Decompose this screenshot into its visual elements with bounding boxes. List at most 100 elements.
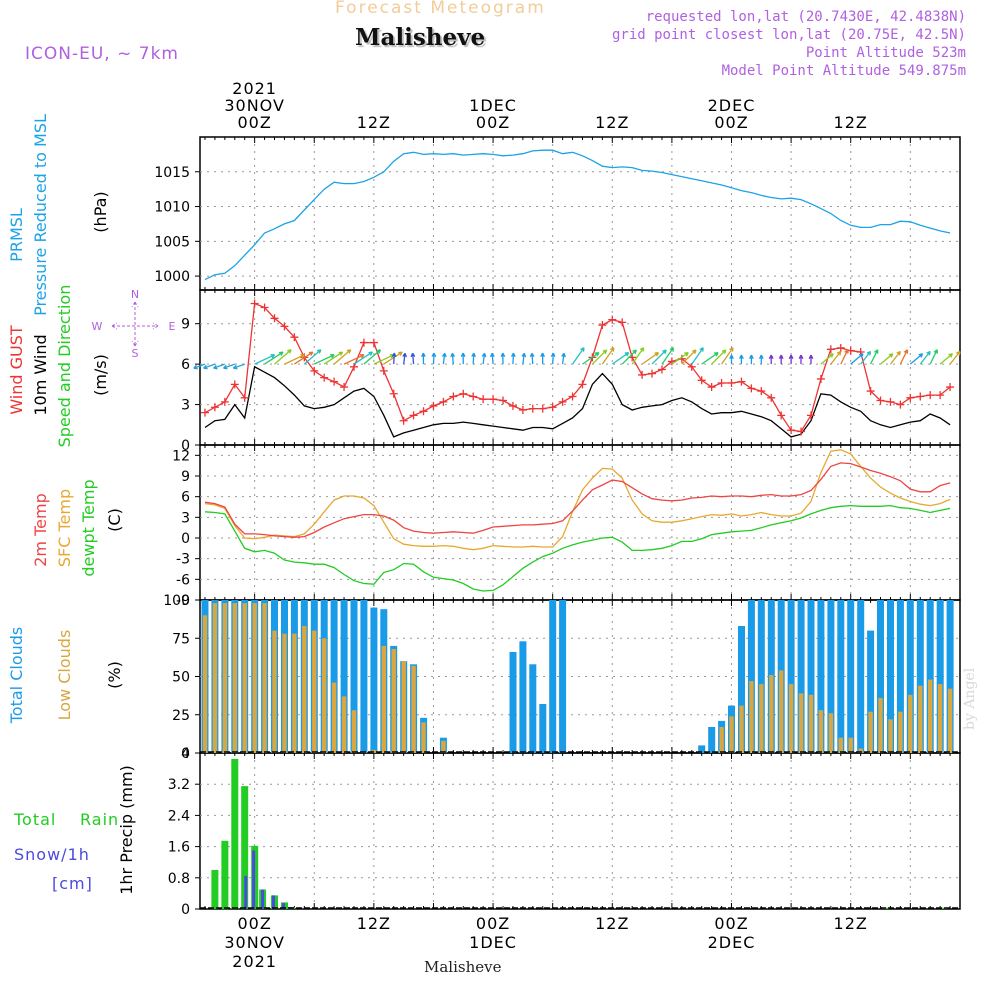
gust-marker: [797, 427, 806, 436]
total-cloud-bar: [549, 600, 557, 753]
wind-direction-arrow: [232, 363, 245, 370]
wind-gust-line: [204, 302, 951, 433]
bottom-time-label: 30NOV: [224, 933, 285, 952]
gust-marker: [638, 370, 647, 379]
low-cloud-bar: [838, 737, 843, 753]
snow-bar: [261, 889, 265, 909]
wind-direction-arrow: [489, 352, 495, 365]
panel-frame-4: [199, 752, 961, 910]
footer-place: Malisheve: [424, 958, 502, 976]
gust-marker: [757, 387, 766, 396]
total-cloud-bar: [877, 600, 884, 753]
compass-s: S: [132, 347, 139, 360]
gust-marker: [717, 379, 726, 387]
precip-ylabel: 1hr Precip (mm): [117, 765, 136, 895]
wind-unit: (m/s): [91, 354, 110, 396]
temp-2m-line: [204, 462, 951, 538]
y-tick-label: 6: [181, 490, 190, 506]
wind-direction-arrow: [830, 350, 842, 365]
total-cloud-bar: [797, 600, 805, 753]
wind-direction-arrow: [919, 350, 931, 365]
pressure-label-1: PRMSL: [7, 208, 26, 262]
gust-marker: [657, 365, 666, 374]
y-tick-label: 1000: [154, 269, 190, 285]
total-rain-label-1: Total: [13, 810, 56, 829]
wind-direction-arrow: [323, 351, 344, 365]
wind-direction-arrow: [510, 352, 516, 365]
wind-direction-arrow: [808, 354, 814, 365]
wind-direction-arrow: [729, 354, 734, 365]
gust-marker: [826, 345, 835, 354]
gust-marker: [518, 405, 527, 414]
gust-marker: [399, 416, 408, 425]
y-tick-label: 6: [181, 357, 190, 373]
wind-direction-arrow: [778, 354, 784, 365]
requested-coords: requested lon,lat (20.7430E, 42.4838N): [645, 9, 966, 25]
total-cloud-bar: [747, 600, 755, 753]
y-tick-label: 2.4: [168, 808, 190, 824]
y-tick-label: 3: [181, 398, 190, 414]
wind-direction-arrow: [909, 353, 924, 365]
gust-marker: [260, 303, 269, 312]
gust-marker: [608, 315, 617, 324]
gust-marker: [409, 411, 418, 420]
gust-marker: [340, 383, 349, 392]
top-time-label: 1DEC: [469, 96, 517, 115]
gust-marker: [200, 408, 209, 417]
wind-direction-arrow: [402, 352, 408, 365]
low-cloud-bar: [242, 603, 247, 753]
low-cloud-bar: [749, 681, 754, 753]
wind-direction-arrow: [313, 354, 335, 365]
total-cloud-bar: [360, 600, 368, 753]
total-cloud-bar: [867, 630, 875, 753]
wind-direction-arrow: [274, 349, 292, 365]
wind-direction-arrow: [254, 354, 276, 365]
gust-marker: [499, 396, 508, 405]
gust-marker: [787, 426, 796, 435]
rain-bar: [231, 758, 239, 909]
gust-marker: [876, 396, 885, 405]
wind-direction-arrow: [343, 354, 365, 365]
gust-marker: [538, 404, 547, 413]
sfc-temp-label: SFC Temp: [55, 489, 74, 567]
wind-direction-arrow: [788, 354, 794, 365]
wind-direction-arrow: [203, 363, 216, 370]
place-title: Malisheve: [355, 24, 486, 51]
snow-bar: [244, 875, 248, 909]
total-cloud-bar: [887, 600, 894, 753]
wind-direction-arrow: [450, 352, 456, 365]
gust-marker: [210, 403, 219, 412]
wind-direction-arrow: [758, 354, 764, 365]
gust-marker: [926, 391, 935, 400]
low-cloud-bar: [391, 649, 396, 753]
gust-marker: [389, 389, 398, 398]
wind-direction-arrow: [363, 349, 382, 365]
wind-direction-arrow: [383, 351, 403, 365]
wind-direction-arrow: [294, 351, 314, 365]
low-cloud-bar: [232, 603, 237, 753]
low-cloud-bar: [818, 710, 824, 753]
gust-marker: [359, 338, 368, 347]
gust-marker: [489, 395, 498, 404]
total-cloud-bar: [817, 600, 825, 753]
total-cloud-bar: [370, 607, 378, 753]
top-time-label: 00Z: [714, 113, 748, 132]
wind-direction-arrow: [441, 352, 447, 365]
gust-marker: [508, 401, 517, 410]
low-cloud-bar: [808, 694, 814, 753]
wind-direction-arrow: [651, 349, 667, 365]
low-cloud-bar: [828, 713, 834, 753]
gust-marker: [777, 411, 786, 420]
wind-direction-arrow: [213, 363, 226, 370]
wind-direction-arrow: [521, 352, 527, 365]
rain-bar: [221, 840, 229, 910]
gust-marker: [349, 362, 358, 371]
wind-direction-arrow: [391, 352, 397, 365]
gust-marker: [280, 322, 289, 331]
gust-marker: [747, 384, 756, 393]
total-cloud-bar: [698, 745, 706, 753]
low-cloud-bar: [381, 645, 386, 753]
top-time-label: 2021: [232, 79, 277, 98]
low-cloud-bar: [918, 685, 923, 753]
